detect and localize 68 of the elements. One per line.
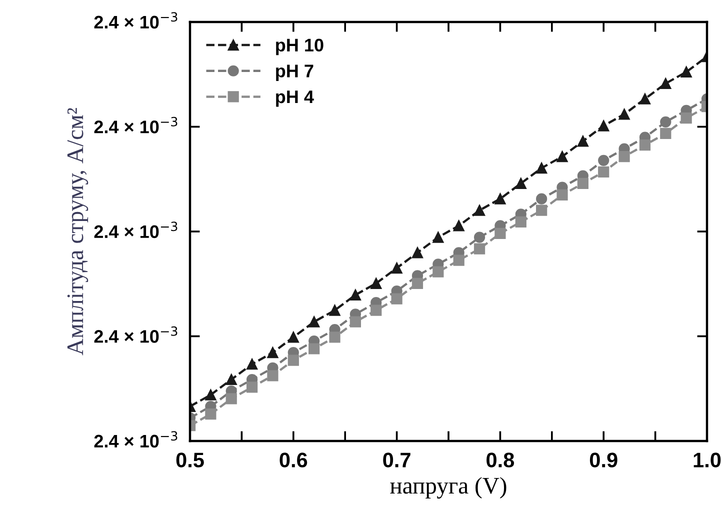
point [432, 266, 444, 278]
point [329, 304, 340, 316]
point [205, 408, 216, 420]
point [536, 193, 548, 204]
point [412, 278, 424, 289]
point [639, 93, 651, 104]
point [577, 136, 588, 147]
point [329, 332, 340, 343]
point [618, 150, 630, 162]
point [474, 232, 486, 243]
x-tick-label: 0.5 [176, 452, 204, 468]
text: 2.4 × 10$^{−3}$ [94, 326, 178, 343]
point [308, 343, 320, 354]
point [474, 204, 486, 216]
point [680, 66, 692, 78]
point [226, 393, 237, 404]
point [308, 316, 320, 328]
point [267, 370, 278, 382]
x-tick-label: 0.9 [590, 452, 618, 468]
x-axis-title: напруга (V) [390, 477, 506, 499]
text: 2.4 × 10$^{−3}$ [94, 222, 178, 238]
point [288, 332, 299, 343]
point [494, 228, 506, 239]
point [246, 382, 258, 393]
point [660, 78, 672, 90]
legend-label: pH 10 [276, 38, 324, 56]
point [412, 247, 424, 258]
point [226, 374, 237, 386]
point [598, 120, 610, 132]
x-tick-label: 0.8 [486, 452, 514, 468]
point [660, 128, 672, 140]
point [536, 162, 548, 174]
point [660, 116, 672, 128]
point [391, 293, 402, 304]
point [453, 254, 464, 266]
point [515, 216, 526, 228]
x-tick-label: 0.7 [383, 452, 410, 468]
point [639, 139, 651, 151]
point [474, 243, 486, 254]
point [267, 347, 278, 358]
point [515, 178, 526, 190]
point [494, 193, 506, 204]
point [577, 178, 588, 190]
point [205, 389, 216, 400]
point [350, 289, 361, 300]
point [598, 154, 610, 166]
text: 2.4 × 10$^{−3}$ [94, 12, 178, 29]
point [370, 278, 382, 289]
legend-label: pH 7 [276, 64, 314, 81]
x-tick-label: 0.6 [280, 452, 308, 468]
legend-label: pH 4 [276, 90, 314, 107]
text: 2.4 × 10$^{−3}$ [94, 431, 178, 448]
point [598, 166, 610, 178]
point [453, 220, 464, 232]
point [246, 358, 258, 370]
x-tick-label: 1.0 [694, 452, 721, 468]
point [350, 316, 361, 328]
y-axis-title: Амплітуда струму, А/см² [67, 108, 88, 356]
point [370, 304, 382, 316]
point [391, 262, 402, 274]
point [288, 354, 299, 366]
point [556, 150, 568, 162]
point [618, 108, 630, 120]
point [680, 112, 692, 124]
point [536, 204, 548, 216]
point [556, 189, 568, 201]
point [432, 232, 444, 243]
text: 2.4 × 10$^{−3}$ [94, 116, 178, 134]
